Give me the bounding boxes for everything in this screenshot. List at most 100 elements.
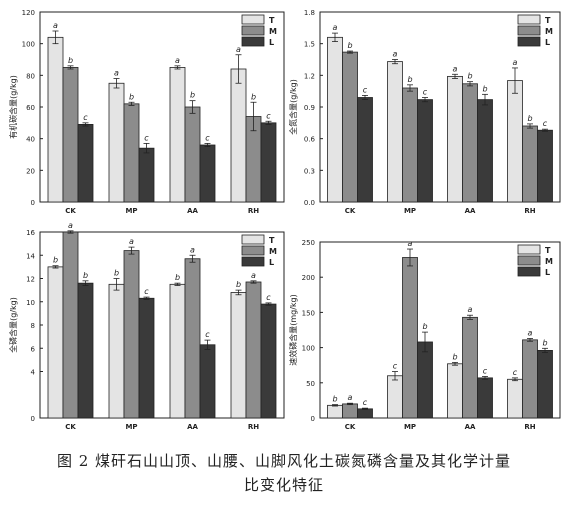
- panel4-significance-letter: c: [483, 366, 488, 375]
- panel4-y-tick-label: 50: [306, 380, 315, 388]
- panel1-legend-swatch-t: [241, 14, 265, 25]
- panel2-significance-letter: c: [423, 88, 428, 97]
- panel3-y-tick-label: 6: [31, 345, 36, 353]
- panel4-significance-letter: a: [408, 239, 413, 248]
- panel3-bar-l: [138, 297, 155, 419]
- panel4-legend-swatch-m: [517, 255, 541, 266]
- panel3-significance-letter: c: [205, 330, 210, 339]
- panel1-bar-l: [260, 122, 277, 203]
- panel4-bar-m: [342, 403, 358, 419]
- panel1-y-tick-label: 60: [26, 104, 35, 112]
- panel2-bar-t: [387, 61, 403, 203]
- panel3-legend-swatch-t: [241, 234, 265, 245]
- panel2-significance-letter: c: [363, 85, 368, 94]
- panel4-significance-letter: b: [542, 338, 547, 347]
- panel1-y-axis-label: 有机碳含量(g/kg): [8, 75, 18, 139]
- panel1-legend-label-m: M: [269, 27, 277, 36]
- panel1-significance-letter: a: [53, 21, 58, 30]
- panel3-bar-t: [230, 292, 247, 419]
- panel2-bar-t: [447, 75, 463, 203]
- panel4-bar-m: [402, 257, 418, 419]
- panel2-significance-letter: b: [527, 114, 532, 123]
- panel3-significance-letter: c: [144, 287, 149, 296]
- panel3-significance-letter: c: [266, 293, 271, 302]
- panel3-significance-letter: a: [129, 237, 134, 246]
- panel1-significance-letter: c: [83, 113, 88, 122]
- panel2-significance-letter: b: [347, 41, 352, 50]
- panel2-legend-label-m: M: [545, 27, 553, 36]
- panel3-legend-label-l: L: [269, 258, 274, 267]
- panel4-plot-frame: [319, 241, 561, 419]
- panel2-x-tick-label: AA: [465, 207, 476, 215]
- panel4-bar-t: [387, 375, 403, 419]
- panel2-significance-letter: a: [513, 58, 518, 67]
- panel4-bar-t: [327, 404, 343, 419]
- panel4-y-tick-label: 250: [302, 239, 315, 247]
- panel1-significance-letter: c: [144, 133, 149, 142]
- panel1-legend-swatch-m: [241, 25, 265, 36]
- panel1-bar-t: [169, 67, 186, 203]
- panel1-x-tick-label: AA: [187, 207, 198, 215]
- panel1-y-tick-label: 20: [26, 167, 35, 175]
- panel3-x-tick-label: MP: [125, 423, 137, 431]
- panel2-bar-t: [507, 80, 523, 203]
- panel4-bar-l: [537, 350, 553, 419]
- panel3-bar-m: [62, 231, 79, 419]
- panel2-significance-letter: b: [407, 75, 412, 84]
- panel1-bar-m: [62, 67, 79, 203]
- panel2-y-axis-label: 全氮含量(g/kg): [288, 79, 298, 135]
- figure-caption-line1: 图 2 煤矸石山山顶、山腰、山脚风化土碳氮磷含量及其化学计量: [56, 452, 512, 470]
- panel2-y-tick-label: 0.0: [304, 199, 315, 207]
- panel3-bar-l: [199, 344, 216, 419]
- panel1-significance-letter: b: [190, 91, 195, 100]
- panel1-bar-t: [108, 82, 125, 203]
- panel3-y-tick-label: 10: [26, 299, 35, 307]
- panel2-bar-l: [537, 129, 553, 203]
- panel3-x-tick-label: CK: [65, 423, 76, 431]
- panel4-x-tick-label: CK: [345, 423, 356, 431]
- panel4-y-tick-label: 0: [311, 415, 315, 423]
- figure-caption-line2: 比变化特征: [243, 476, 324, 494]
- panel1-legend-label-t: T: [269, 16, 275, 25]
- panel1-y-tick-label: 0: [31, 199, 35, 207]
- panel2-significance-letter: a: [453, 64, 458, 73]
- panel4-significance-letter: a: [468, 305, 473, 314]
- panel2-bar-m: [462, 83, 478, 203]
- panel2-y-tick-label: 0.9: [304, 104, 315, 112]
- panel2-y-tick-label: 1.5: [304, 41, 315, 49]
- panel4-significance-letter: a: [348, 393, 353, 402]
- panel3-significance-letter: b: [114, 269, 119, 278]
- panel3-x-tick-label: AA: [187, 423, 198, 431]
- panel2-bar-m: [342, 51, 358, 203]
- panel1-significance-letter: a: [175, 56, 180, 65]
- panel4-legend-label-l: L: [545, 268, 550, 277]
- panel3-bar-m: [184, 258, 201, 419]
- panel1-significance-letter: b: [251, 92, 256, 101]
- panel1-x-tick-label: RH: [248, 207, 259, 215]
- panel3-bar-t: [169, 283, 186, 419]
- panel3-legend-label-t: T: [269, 236, 275, 245]
- panel4-x-tick-label: MP: [404, 423, 416, 431]
- panel4-bar-m: [522, 339, 538, 419]
- panel3-legend-swatch-m: [241, 245, 265, 256]
- panel1-significance-letter: a: [236, 45, 241, 54]
- panel2-bar-m: [402, 87, 418, 203]
- panel1-y-tick-label: 80: [26, 72, 35, 80]
- panel4-significance-letter: b: [332, 395, 337, 404]
- panel1-significance-letter: a: [114, 69, 119, 78]
- panel4-legend-label-t: T: [545, 246, 551, 255]
- panel1-bar-l: [77, 124, 94, 203]
- panel1-significance-letter: b: [129, 92, 134, 101]
- panel2-bar-t: [327, 36, 343, 203]
- panel3-bar-m: [123, 250, 140, 419]
- panel2-legend-swatch-t: [517, 14, 541, 25]
- panel1-significance-letter: b: [68, 56, 73, 65]
- panel2-significance-letter: a: [333, 23, 338, 32]
- panel2-legend-label-l: L: [545, 38, 550, 47]
- panel2-x-tick-label: RH: [524, 207, 535, 215]
- panel3-significance-letter: b: [83, 271, 88, 280]
- panel2-significance-letter: a: [393, 50, 398, 59]
- panel4-y-tick-label: 200: [302, 274, 315, 282]
- panel1-x-tick-label: MP: [125, 207, 137, 215]
